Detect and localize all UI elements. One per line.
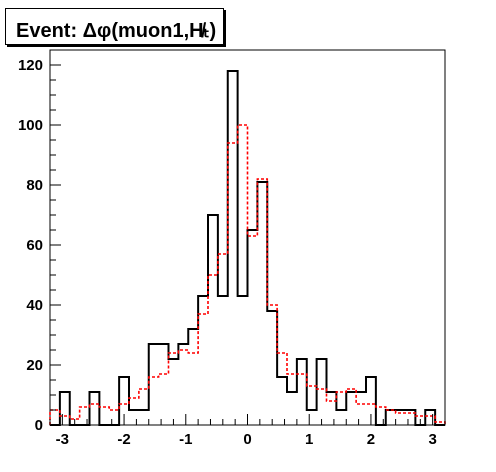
x-tick-label: -2 [117, 431, 130, 448]
chart-title: Event: Δφ(muon1,H̸ₜ) [16, 20, 217, 42]
x-tick-label: 3 [428, 431, 436, 448]
histogram-series-1 [50, 70, 445, 426]
x-tick-label: 2 [367, 431, 375, 448]
chart-title-box: Event: Δφ(muon1,H̸ₜ) [5, 8, 224, 45]
y-tick-label: 100 [18, 117, 43, 134]
y-tick-label: 0 [35, 417, 43, 434]
x-tick-label: 1 [305, 431, 313, 448]
y-tick-label: 60 [26, 237, 43, 254]
x-tick-label: 0 [243, 431, 251, 448]
y-tick-label: 40 [26, 297, 43, 314]
x-tick-label: -1 [179, 431, 192, 448]
x-tick-label: -3 [56, 431, 69, 448]
y-tick-label: 20 [26, 357, 43, 374]
y-tick-label: 80 [26, 177, 43, 194]
y-tick-label: 120 [18, 57, 43, 74]
